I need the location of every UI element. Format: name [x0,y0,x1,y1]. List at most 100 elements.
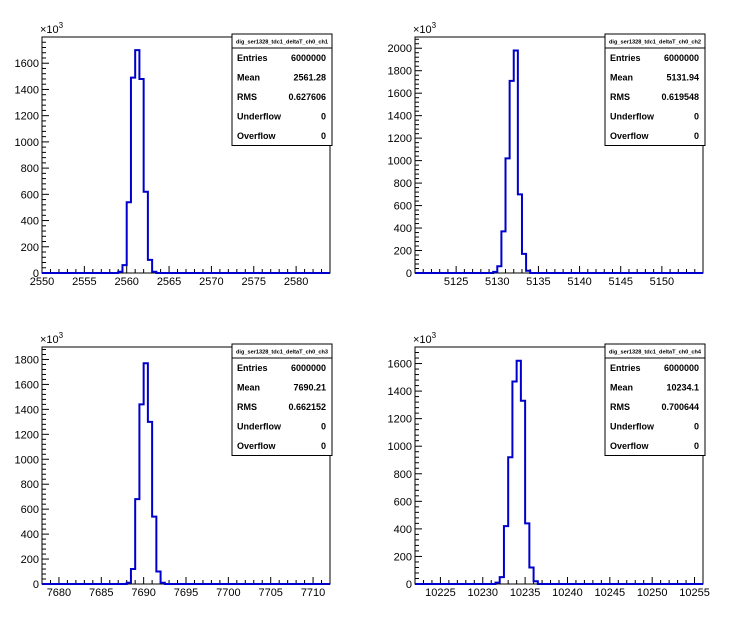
y-tick-label: 400 [394,524,412,536]
stats-box: dig_ser1328_tdc1_deltaT_ch0_ch1 Entries 60… [231,33,333,146]
multiplier-base: ×10 [413,24,432,36]
x-tick-label: 7710 [301,587,325,599]
y-tick-label: 800 [21,479,39,491]
histogram-bin [131,569,135,584]
histogram-bin [500,577,504,584]
histogram-bin [525,523,529,584]
histogram-bin [504,526,508,584]
y-axis-multiplier: ×103 [413,331,437,346]
stats-box-title: dig_ser1328_tdc1_deltaT_ch0_ch2 [609,40,701,46]
y-tick-label: 1600 [388,88,412,100]
x-tick-label: 10245 [595,587,626,599]
x-tick-label: 7695 [174,587,198,599]
histogram-bin [518,194,522,273]
stats-value: 0 [694,131,699,141]
y-tick-label: 1000 [388,441,412,453]
stats-label: Underflow [237,112,282,122]
stats-value: 2561.28 [293,73,326,83]
stats-label: Entries [237,363,268,373]
histogram-bin [501,231,505,273]
y-tick-label: 1600 [15,58,39,70]
x-tick-label: 5135 [526,276,550,288]
y-tick-label: 200 [394,551,412,563]
histogram-line [42,362,330,585]
stats-label: Underflow [610,112,655,122]
histogram-bin [135,499,139,584]
histogram-bin [510,81,514,273]
histogram-bin [514,50,518,273]
y-tick-label: 1800 [388,66,412,78]
stats-box-frame [604,33,706,146]
histogram-line [415,49,703,274]
multiplier-base: ×10 [40,334,59,346]
y-axis-multiplier: ×103 [40,21,64,36]
x-tick-label: 10255 [679,587,710,599]
histogram-bin [156,572,160,584]
stats-box-title: dig_ser1328_tdc1_deltaT_ch0_ch1 [236,40,328,46]
x-tick-label: 5130 [485,276,509,288]
histogram-bin [534,581,538,584]
x-tick-label: 10235 [510,587,541,599]
y-axis-multiplier: ×103 [40,331,64,346]
histogram-bin [144,192,148,273]
stats-value: 0.662152 [288,402,326,412]
x-tick-label: 10240 [552,587,583,599]
histogram-bin [135,50,139,273]
histogram-line [415,359,703,585]
stats-value: 0 [694,112,699,122]
y-tick-label: 600 [394,201,412,213]
stats-value: 0.700644 [661,402,699,412]
histogram-bin [521,401,525,584]
x-tick-label: 10225 [425,587,456,599]
stats-box-title: dig_ser1328_tdc1_deltaT_ch0_ch3 [236,350,328,356]
y-tick-label: 400 [21,529,39,541]
y-tick-label: 1000 [388,156,412,168]
histogram-bin [139,404,143,584]
stats-label: RMS [237,92,257,102]
stats-label: Mean [237,73,260,83]
y-tick-label: 1400 [15,404,39,416]
y-tick-label: 1400 [388,386,412,398]
y-tick-label: 200 [21,554,39,566]
x-tick-label: 2580 [284,276,308,288]
histogram-bin [152,272,156,273]
x-tick-label: 7690 [131,587,155,599]
histogram-bin [118,272,122,273]
stats-label: RMS [610,402,630,412]
stats-box: dig_ser1328_tdc1_deltaT_ch0_ch3 Entries 60… [231,343,333,456]
multiplier-exponent: 3 [432,331,437,340]
x-tick-label: 2575 [242,276,266,288]
histogram-bin [508,457,512,584]
histogram-bin [506,158,510,273]
histogram-bin [148,422,152,584]
y-tick-label: 1400 [388,111,412,123]
stats-label: Overflow [237,131,277,141]
stats-label: RMS [610,92,630,102]
histogram-bin [493,272,497,273]
stats-label: Entries [610,363,641,373]
stats-label: Underflow [610,422,655,432]
stats-box-frame [231,33,333,146]
stats-value: 5131.94 [666,73,699,83]
stats-label: Mean [610,383,633,393]
y-tick-label: 1600 [388,359,412,371]
stats-box-title: dig_ser1328_tdc1_deltaT_ch0_ch4 [609,350,702,356]
stats-value: 0 [321,422,326,432]
histogram-bin [512,381,516,584]
y-tick-label: 800 [394,178,412,190]
stats-label: Overflow [610,441,650,451]
stats-label: RMS [237,402,257,412]
multiplier-exponent: 3 [59,21,64,30]
histogram-bin [529,567,533,584]
y-tick-label: 200 [21,242,39,254]
histogram-bin [497,266,501,273]
stats-value: 7690.21 [293,383,326,393]
y-tick-label: 800 [21,163,39,175]
multiplier-base: ×10 [413,334,432,346]
histogram-bin [127,202,131,273]
x-tick-label: 7700 [216,587,240,599]
stats-value: 0 [694,422,699,432]
multiplier-exponent: 3 [432,21,437,30]
histogram-bin [526,271,530,273]
histogram-bin [127,583,131,584]
